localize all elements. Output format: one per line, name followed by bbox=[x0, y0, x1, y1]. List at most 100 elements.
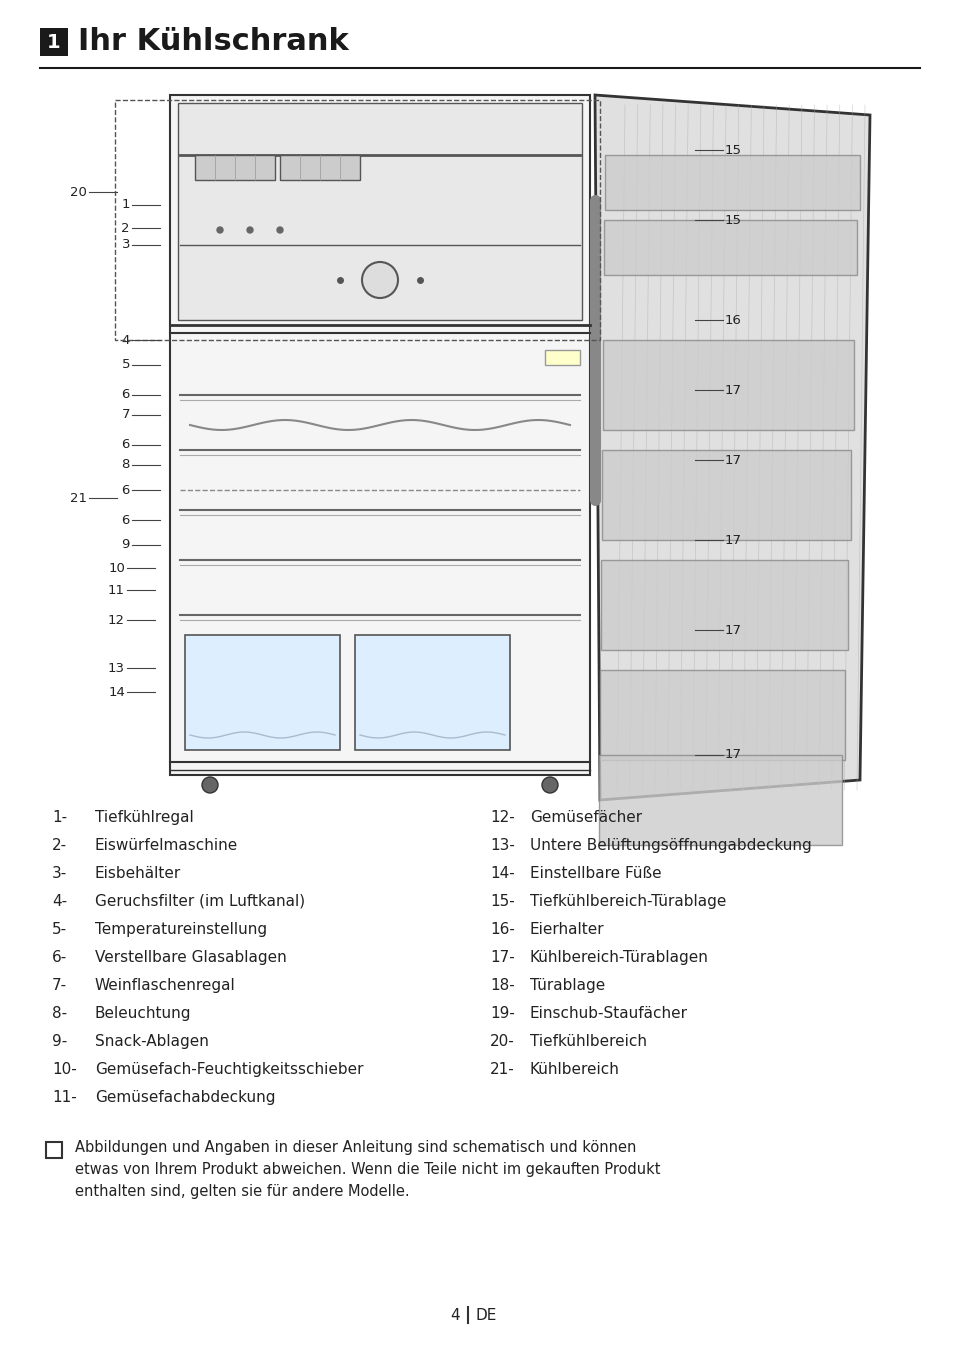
Text: 4: 4 bbox=[450, 1308, 459, 1323]
Text: Eierhalter: Eierhalter bbox=[530, 922, 604, 937]
Text: 17: 17 bbox=[724, 623, 741, 636]
Bar bbox=[604, 154, 859, 210]
Text: 18-: 18- bbox=[490, 978, 515, 992]
Text: Gemüsefach-Feuchtigkeitsschieber: Gemüsefach-Feuchtigkeitsschieber bbox=[95, 1062, 363, 1076]
Text: 10: 10 bbox=[108, 562, 125, 574]
Text: 14: 14 bbox=[108, 685, 125, 699]
Circle shape bbox=[247, 227, 253, 233]
Text: Temperatureinstellung: Temperatureinstellung bbox=[95, 922, 267, 937]
Text: Abbildungen und Angaben in dieser Anleitung sind schematisch und können: Abbildungen und Angaben in dieser Anleit… bbox=[75, 1140, 636, 1155]
Text: 13-: 13- bbox=[490, 838, 515, 853]
Text: 2-: 2- bbox=[52, 838, 67, 853]
Text: 21-: 21- bbox=[490, 1062, 515, 1076]
Text: Weinflaschenregal: Weinflaschenregal bbox=[95, 978, 235, 992]
Text: 3: 3 bbox=[121, 238, 130, 252]
Bar bbox=[544, 349, 579, 366]
Bar bbox=[178, 103, 581, 320]
Text: 1: 1 bbox=[121, 199, 130, 211]
Text: Gemüsefachabdeckung: Gemüsefachabdeckung bbox=[95, 1090, 275, 1105]
Text: 2: 2 bbox=[121, 222, 130, 234]
Text: 19-: 19- bbox=[490, 1006, 515, 1021]
Polygon shape bbox=[595, 95, 869, 800]
Circle shape bbox=[276, 227, 283, 233]
Text: 11: 11 bbox=[108, 584, 125, 597]
Text: 15: 15 bbox=[724, 214, 741, 226]
Text: 6: 6 bbox=[121, 439, 130, 451]
Text: Untere Belüftungsöffnungabdeckung: Untere Belüftungsöffnungabdeckung bbox=[530, 838, 811, 853]
Text: 9: 9 bbox=[121, 539, 130, 551]
Text: Tiefkühlbereich-Türablage: Tiefkühlbereich-Türablage bbox=[530, 894, 725, 909]
Text: Kühlbereich-Türablagen: Kühlbereich-Türablagen bbox=[530, 951, 708, 965]
Text: Ihr Kühlschrank: Ihr Kühlschrank bbox=[78, 27, 349, 57]
Circle shape bbox=[361, 263, 397, 298]
Text: 17-: 17- bbox=[490, 951, 515, 965]
Bar bbox=[599, 670, 844, 760]
Text: 1-: 1- bbox=[52, 810, 67, 825]
Text: etwas von Ihrem Produkt abweichen. Wenn die Teile nicht im gekauften Produkt: etwas von Ihrem Produkt abweichen. Wenn … bbox=[75, 1162, 659, 1177]
Text: Gemüsefächer: Gemüsefächer bbox=[530, 810, 641, 825]
Text: 16-: 16- bbox=[490, 922, 515, 937]
Bar bbox=[185, 635, 339, 750]
Circle shape bbox=[202, 777, 218, 793]
Text: 16: 16 bbox=[724, 314, 741, 326]
Text: 5: 5 bbox=[121, 359, 130, 371]
Text: Einschub-Staufächer: Einschub-Staufächer bbox=[530, 1006, 687, 1021]
Text: 12: 12 bbox=[108, 613, 125, 627]
Text: Snack-Ablagen: Snack-Ablagen bbox=[95, 1034, 209, 1049]
Text: 8-: 8- bbox=[52, 1006, 67, 1021]
Text: 21: 21 bbox=[70, 492, 87, 505]
Text: 10-: 10- bbox=[52, 1062, 76, 1076]
Text: 13: 13 bbox=[108, 662, 125, 674]
Text: 14-: 14- bbox=[490, 867, 515, 881]
Bar bbox=[170, 95, 589, 774]
Bar bbox=[194, 154, 274, 180]
Text: 17: 17 bbox=[724, 454, 741, 467]
Text: 7: 7 bbox=[121, 409, 130, 421]
Text: Beleuchtung: Beleuchtung bbox=[95, 1006, 192, 1021]
Bar bbox=[600, 561, 847, 650]
Text: 6-: 6- bbox=[52, 951, 67, 965]
Bar bbox=[280, 154, 359, 180]
Text: 20: 20 bbox=[71, 185, 87, 199]
Circle shape bbox=[541, 777, 558, 793]
Circle shape bbox=[216, 227, 223, 233]
Text: 9-: 9- bbox=[52, 1034, 67, 1049]
Text: Türablage: Türablage bbox=[530, 978, 604, 992]
Text: Kühlbereich: Kühlbereich bbox=[530, 1062, 619, 1076]
Bar bbox=[602, 340, 853, 431]
Text: 6: 6 bbox=[121, 389, 130, 402]
Text: 20-: 20- bbox=[490, 1034, 515, 1049]
Text: 17: 17 bbox=[724, 533, 741, 547]
Text: 5-: 5- bbox=[52, 922, 67, 937]
Text: 4: 4 bbox=[121, 333, 130, 347]
Text: 17: 17 bbox=[724, 749, 741, 761]
Bar bbox=[40, 28, 68, 56]
Bar bbox=[603, 219, 856, 275]
Bar bbox=[598, 756, 841, 845]
Text: Tiefkühlregal: Tiefkühlregal bbox=[95, 810, 193, 825]
Text: 8: 8 bbox=[121, 459, 130, 471]
Text: Tiefkühlbereich: Tiefkühlbereich bbox=[530, 1034, 646, 1049]
Text: 12-: 12- bbox=[490, 810, 515, 825]
Text: 3-: 3- bbox=[52, 867, 67, 881]
Bar bbox=[46, 1141, 62, 1158]
Text: Geruchsfilter (im Luftkanal): Geruchsfilter (im Luftkanal) bbox=[95, 894, 305, 909]
Text: 15-: 15- bbox=[490, 894, 515, 909]
Text: 1: 1 bbox=[47, 32, 61, 51]
Bar bbox=[601, 450, 850, 540]
Text: 11-: 11- bbox=[52, 1090, 76, 1105]
Text: 6: 6 bbox=[121, 513, 130, 527]
Text: Eiswürfelmaschine: Eiswürfelmaschine bbox=[95, 838, 238, 853]
Text: Eisbehälter: Eisbehälter bbox=[95, 867, 181, 881]
Text: enthalten sind, gelten sie für andere Modelle.: enthalten sind, gelten sie für andere Mo… bbox=[75, 1183, 409, 1200]
Text: 15: 15 bbox=[724, 144, 741, 157]
Text: 6: 6 bbox=[121, 483, 130, 497]
Text: Verstellbare Glasablagen: Verstellbare Glasablagen bbox=[95, 951, 287, 965]
Text: 7-: 7- bbox=[52, 978, 67, 992]
Text: Einstellbare Füße: Einstellbare Füße bbox=[530, 867, 661, 881]
Text: DE: DE bbox=[476, 1308, 497, 1323]
Text: i: i bbox=[52, 1145, 56, 1155]
Text: 4-: 4- bbox=[52, 894, 67, 909]
Bar bbox=[355, 635, 510, 750]
Text: 17: 17 bbox=[724, 383, 741, 397]
